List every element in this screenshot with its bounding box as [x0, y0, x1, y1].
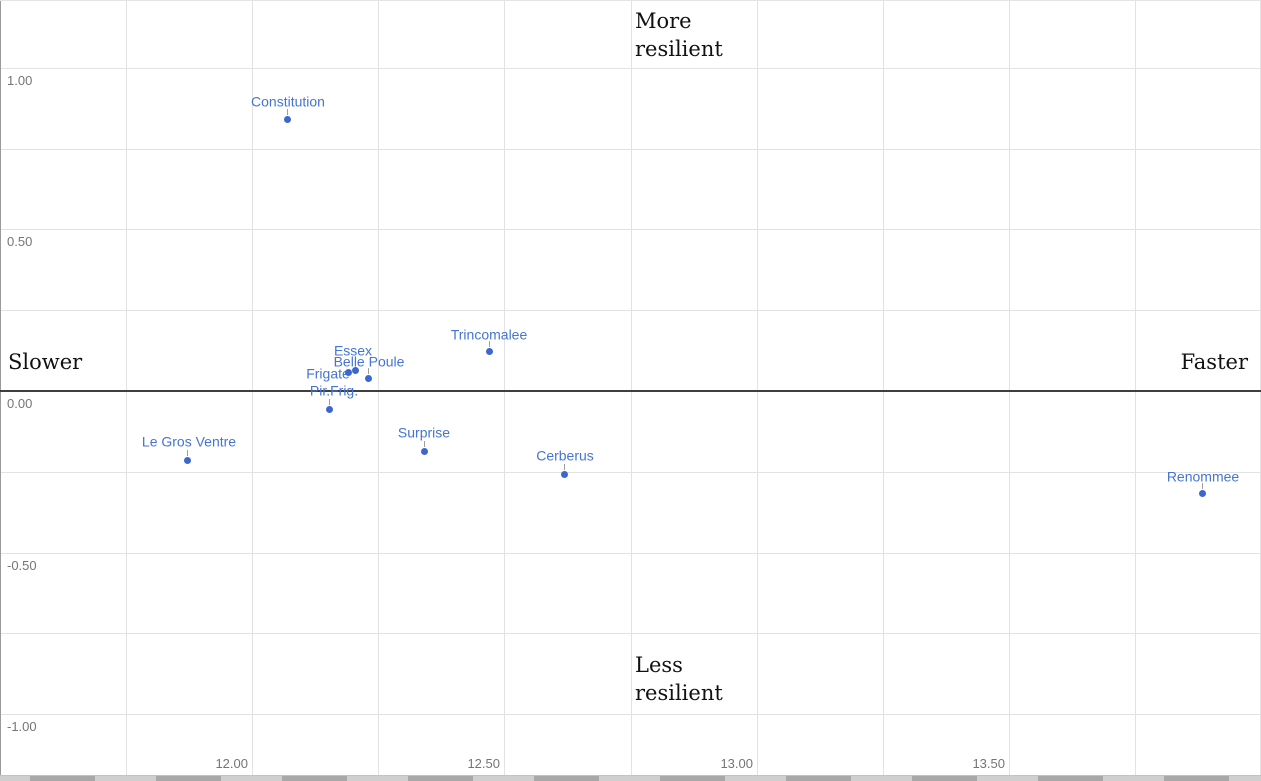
leader-line [329, 399, 330, 405]
y-tick-label: 0.50 [7, 234, 33, 249]
leader-line [355, 360, 356, 366]
data-point[interactable] [421, 448, 428, 455]
data-point[interactable] [352, 367, 359, 374]
bottom-row-edge-strip [0, 775, 1261, 781]
data-point-label: Belle Poule [333, 353, 405, 370]
grid-line-horizontal [0, 149, 1261, 150]
data-point-label: Renommee [1166, 468, 1240, 485]
data-point[interactable] [561, 471, 568, 478]
leader-line [287, 109, 288, 115]
data-point[interactable] [1199, 490, 1206, 497]
data-point-label: Trincomalee [450, 326, 528, 343]
leader-line [187, 450, 188, 456]
data-point-label: Frigate [306, 365, 350, 382]
grid-line-horizontal [0, 472, 1261, 473]
grid-line-horizontal [0, 310, 1261, 311]
y-tick-label: 1.00 [7, 73, 33, 88]
data-point[interactable] [284, 116, 291, 123]
y-tick-label: -1.00 [7, 719, 37, 734]
grid-line-horizontal [0, 714, 1261, 715]
x-axis-zero-line [0, 390, 1261, 392]
x-tick-label: 12.50 [467, 756, 500, 771]
leader-line [368, 368, 369, 374]
leader-line [564, 464, 565, 470]
grid-line-horizontal [0, 633, 1261, 634]
annotation-less-resilient: Less resilient [635, 653, 723, 705]
data-point-label: Essex [333, 342, 373, 359]
data-point[interactable] [365, 375, 372, 382]
x-tick-label: 12.00 [215, 756, 248, 771]
grid-line-horizontal [0, 68, 1261, 69]
y-tick-label: 0.00 [7, 396, 33, 411]
leader-line [1202, 483, 1203, 489]
data-point[interactable] [326, 406, 333, 413]
data-point[interactable] [345, 369, 352, 376]
grid-line-horizontal [0, 553, 1261, 554]
leader-line [424, 441, 425, 447]
annotation-more-resilient: More resilient [635, 9, 723, 61]
annotation-faster: Faster [1180, 350, 1248, 374]
data-point-label: Le Gros Ventre [141, 433, 237, 450]
data-point-label: Cerberus [536, 447, 594, 464]
annotation-slower: Slower [8, 350, 83, 374]
x-tick-label: 13.00 [720, 756, 753, 771]
grid-line-horizontal [0, 229, 1261, 230]
leader-line [489, 341, 490, 347]
y-tick-label: -0.50 [7, 558, 37, 573]
data-point-label: Pir.Frig. [309, 382, 359, 399]
data-point[interactable] [184, 457, 191, 464]
x-tick-label: 13.50 [972, 756, 1005, 771]
data-point[interactable] [486, 348, 493, 355]
data-point-label: Surprise [397, 424, 451, 441]
data-point-label: Constitution [251, 93, 325, 110]
